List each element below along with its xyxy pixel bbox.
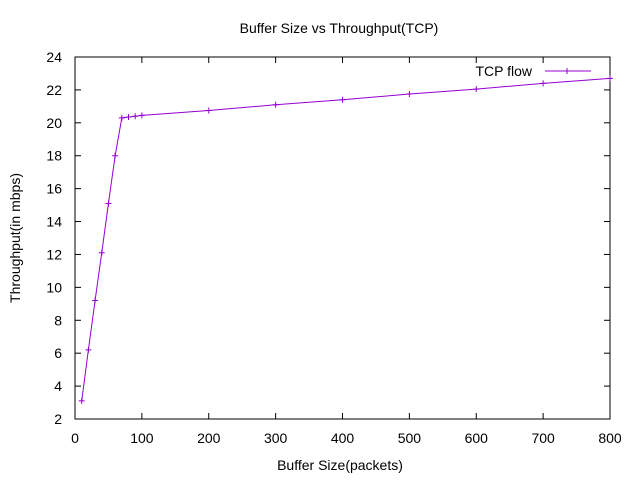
y-tick-label: 16 xyxy=(46,181,62,197)
plot-frame xyxy=(74,56,611,420)
data-point xyxy=(92,297,99,304)
y-tick-label: 6 xyxy=(54,345,62,361)
x-tick-label: 500 xyxy=(398,430,422,446)
y-tick-label: 12 xyxy=(46,246,62,262)
y-tick-label: 22 xyxy=(46,82,62,98)
y-tick-label: 14 xyxy=(46,214,62,230)
x-tick-label: 600 xyxy=(465,430,489,446)
data-point xyxy=(125,114,132,121)
data-point xyxy=(540,80,547,87)
data-point xyxy=(473,86,480,93)
x-tick-label: 0 xyxy=(71,430,79,446)
data-point xyxy=(98,249,105,256)
x-tick-label: 100 xyxy=(130,430,154,446)
y-tick-label: 4 xyxy=(54,378,62,394)
y-tick-label: 2 xyxy=(54,411,62,427)
data-point xyxy=(339,96,346,103)
x-axis-title: Buffer Size(packets) xyxy=(277,457,403,473)
data-point xyxy=(85,346,92,353)
data-point xyxy=(105,200,112,207)
legend-marker-sample xyxy=(564,68,570,74)
data-point xyxy=(138,112,145,119)
x-tick-label: 700 xyxy=(531,430,555,446)
x-tick-label: 400 xyxy=(331,430,355,446)
y-axis-title: Throughput(in mbps) xyxy=(7,173,23,303)
y-tick-label: 18 xyxy=(46,148,62,164)
series-line xyxy=(81,77,611,401)
y-tick-label: 10 xyxy=(46,279,62,295)
y-tick-label: 24 xyxy=(46,49,62,65)
data-point xyxy=(112,152,119,159)
legend-label: TCP flow xyxy=(475,63,532,79)
series-layer xyxy=(78,75,613,404)
data-point xyxy=(132,113,139,120)
data-point xyxy=(607,75,613,82)
y-tick-label: 8 xyxy=(54,312,62,328)
chart-title: Buffer Size vs Throughput(TCP) xyxy=(240,20,439,36)
legend: TCP flow xyxy=(475,63,591,79)
x-tick-label: 200 xyxy=(197,430,221,446)
data-point xyxy=(78,397,85,404)
x-axis: 0 100 200 300 400 500 600 700 800 xyxy=(71,57,622,446)
data-point xyxy=(205,107,212,114)
data-point xyxy=(118,114,125,121)
x-tick-label: 800 xyxy=(598,430,622,446)
x-tick-label: 300 xyxy=(264,430,288,446)
data-point xyxy=(272,101,279,108)
data-point xyxy=(406,91,413,98)
y-tick-label: 20 xyxy=(46,115,62,131)
